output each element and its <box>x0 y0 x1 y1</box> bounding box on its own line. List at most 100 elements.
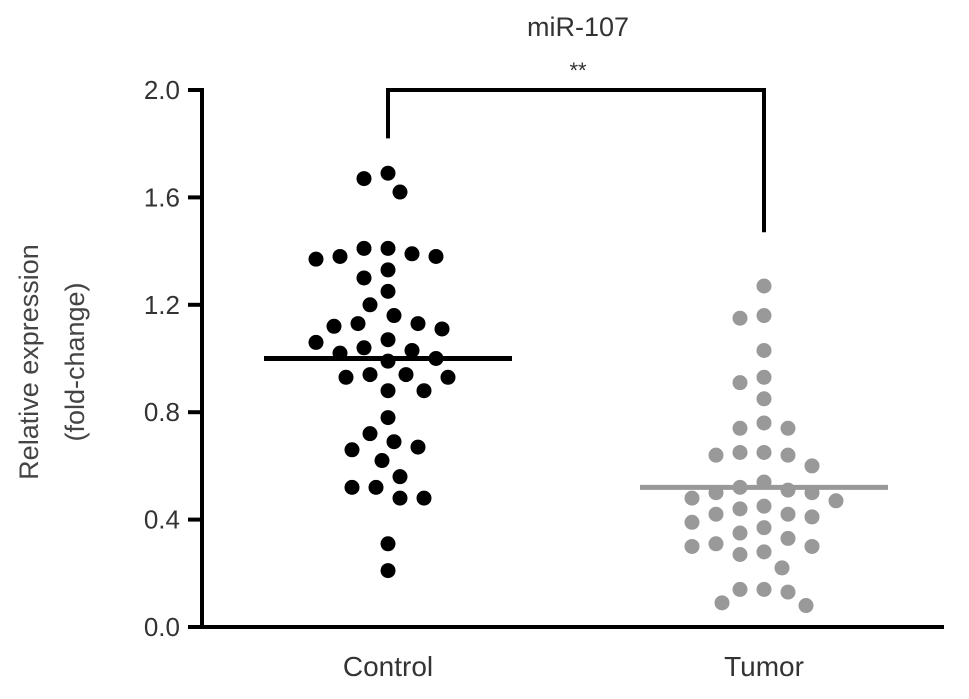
x-category-label: Tumor <box>724 651 804 682</box>
data-point-tumor <box>780 530 796 546</box>
data-point-tumor <box>780 506 796 522</box>
data-point-control <box>404 342 420 358</box>
y-tick-label: 2.0 <box>144 75 180 105</box>
data-point-control <box>380 240 396 256</box>
data-point-tumor <box>756 520 772 536</box>
data-point-control <box>410 439 426 455</box>
data-point-control <box>410 316 426 332</box>
data-point-tumor <box>756 342 772 358</box>
data-point-tumor <box>756 581 772 597</box>
data-point-control <box>392 184 408 200</box>
data-point-control <box>380 410 396 426</box>
data-point-control <box>374 453 390 469</box>
data-point-tumor <box>756 498 772 514</box>
y-axis-title-line1: Relative expression <box>14 244 44 480</box>
data-point-control <box>386 308 402 324</box>
data-point-tumor <box>756 369 772 385</box>
data-point-tumor <box>756 391 772 407</box>
data-point-control <box>386 434 402 450</box>
data-point-tumor <box>780 482 796 498</box>
data-point-tumor <box>684 538 700 554</box>
data-point-control <box>362 297 378 313</box>
data-point-control <box>350 316 366 332</box>
data-point-tumor <box>780 447 796 463</box>
data-point-tumor <box>804 509 820 525</box>
data-point-control <box>380 262 396 278</box>
data-point-control <box>344 442 360 458</box>
data-point-control <box>380 283 396 299</box>
data-point-tumor <box>732 310 748 326</box>
data-point-control <box>380 353 396 369</box>
data-point-tumor <box>756 444 772 460</box>
data-point-control <box>344 479 360 495</box>
data-point-control <box>398 367 414 383</box>
data-point-tumor <box>756 415 772 431</box>
data-point-tumor <box>780 584 796 600</box>
data-point-tumor <box>708 447 724 463</box>
data-point-tumor <box>708 536 724 552</box>
data-point-tumor <box>798 598 814 614</box>
y-tick-label: 0.0 <box>144 612 180 642</box>
data-point-tumor <box>684 490 700 506</box>
data-point-tumor <box>732 547 748 563</box>
data-point-control <box>380 165 396 181</box>
data-point-tumor <box>684 514 700 530</box>
data-point-control <box>380 383 396 399</box>
data-point-control <box>392 490 408 506</box>
data-point-control <box>440 369 456 385</box>
data-point-control <box>428 248 444 264</box>
data-point-tumor <box>828 493 844 509</box>
significance-label: ** <box>569 58 587 83</box>
y-tick-label: 0.8 <box>144 397 180 427</box>
x-category-label: Control <box>343 651 433 682</box>
data-points <box>308 165 844 614</box>
data-point-tumor <box>756 308 772 324</box>
y-axis-title-line2: (fold-change) <box>60 282 90 441</box>
data-point-control <box>356 240 372 256</box>
data-point-control <box>362 426 378 442</box>
data-point-tumor <box>732 581 748 597</box>
data-point-control <box>404 246 420 262</box>
data-point-control <box>308 334 324 350</box>
data-point-control <box>362 367 378 383</box>
data-point-tumor <box>732 444 748 460</box>
data-point-control <box>392 469 408 485</box>
data-point-control <box>326 318 342 334</box>
data-point-control <box>356 171 372 187</box>
mean-lines <box>264 356 888 490</box>
data-point-control <box>380 536 396 552</box>
data-point-tumor <box>714 595 730 611</box>
data-point-control <box>332 248 348 264</box>
y-axis-title: Relative expression (fold-change) <box>14 244 90 480</box>
chart-title: miR-107 <box>527 12 629 42</box>
data-point-control <box>416 383 432 399</box>
y-tick-label: 0.4 <box>144 505 180 535</box>
data-point-control <box>338 369 354 385</box>
data-point-tumor <box>732 375 748 391</box>
data-point-tumor <box>732 420 748 436</box>
bracket-line <box>386 88 766 233</box>
data-point-tumor <box>780 420 796 436</box>
data-point-control <box>356 270 372 286</box>
data-point-control <box>434 321 450 337</box>
data-point-control <box>308 251 324 267</box>
axes: 0.0 0.4 0.8 1.2 1.6 2.0 Control Tumor <box>144 75 944 682</box>
significance-bracket <box>386 88 766 233</box>
data-point-tumor <box>804 538 820 554</box>
data-point-tumor <box>756 278 772 294</box>
y-tick-label: 1.2 <box>144 290 180 320</box>
y-tick-label: 1.6 <box>144 182 180 212</box>
data-point-tumor <box>732 525 748 541</box>
data-point-tumor <box>708 506 724 522</box>
data-point-tumor <box>774 560 790 576</box>
data-point-control <box>368 479 384 495</box>
data-point-control <box>356 340 372 356</box>
data-point-tumor <box>756 544 772 560</box>
data-point-control <box>380 563 396 579</box>
data-point-control <box>416 490 432 506</box>
data-point-tumor <box>804 458 820 474</box>
data-point-tumor <box>732 501 748 517</box>
data-point-control <box>380 332 396 348</box>
